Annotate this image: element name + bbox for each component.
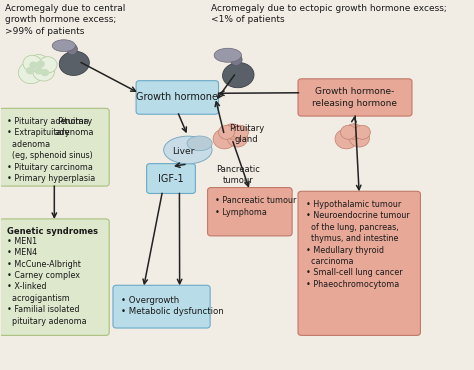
Text: • Overgrowth
• Metabolic dysfunction: • Overgrowth • Metabolic dysfunction [121,296,224,316]
Circle shape [355,125,370,139]
Circle shape [213,129,236,149]
Text: • Pancreatic tumour
• Lymphoma: • Pancreatic tumour • Lymphoma [215,196,297,217]
Circle shape [349,130,370,147]
Circle shape [38,57,57,73]
Text: • MEN1
• MEN4
• McCune-Albright
• Carney complex
• X-linked
  acrogigantism
• Fa: • MEN1 • MEN4 • McCune-Albright • Carney… [7,236,87,326]
Text: IGF-1: IGF-1 [158,174,184,184]
Circle shape [26,67,34,74]
FancyBboxPatch shape [113,285,210,328]
Circle shape [340,125,356,139]
Text: Liver: Liver [173,147,195,156]
Text: Growth hormone: Growth hormone [137,92,219,102]
Text: Acromegaly due to central
growth hormone excess;
>99% of patients: Acromegaly due to central growth hormone… [5,4,125,36]
FancyBboxPatch shape [298,79,412,116]
Text: • Pituitary adenoma
• Extrapituitary
  adenoma
  (eg, sphenoid sinus)
• Pituitar: • Pituitary adenoma • Extrapituitary ade… [7,117,95,183]
Ellipse shape [164,136,212,164]
Text: Acromegaly due to ectopic growth hormone excess;
<1% of patients: Acromegaly due to ectopic growth hormone… [211,4,447,24]
Text: Pituitary
adenoma: Pituitary adenoma [55,117,94,137]
FancyBboxPatch shape [0,108,109,186]
Circle shape [36,60,45,68]
Text: Pituitary
gland: Pituitary gland [229,124,264,144]
Circle shape [28,54,49,72]
Ellipse shape [230,54,242,65]
Circle shape [33,62,55,81]
Ellipse shape [67,44,77,55]
Circle shape [18,61,44,84]
FancyBboxPatch shape [0,219,109,335]
FancyBboxPatch shape [136,81,219,114]
Circle shape [29,61,38,69]
Ellipse shape [52,40,75,51]
Circle shape [219,125,235,139]
Circle shape [41,69,49,76]
Ellipse shape [187,136,212,151]
Circle shape [335,129,358,149]
Ellipse shape [223,63,254,88]
Ellipse shape [214,48,241,62]
Ellipse shape [59,51,89,75]
Text: Pancreatic
tumour: Pancreatic tumour [216,165,260,185]
Text: • Hypothalamic tumour
• Neuroendocrine tumour
  of the lung, pancreas,
  thymus,: • Hypothalamic tumour • Neuroendocrine t… [306,200,410,289]
FancyBboxPatch shape [298,191,420,335]
FancyBboxPatch shape [146,164,195,194]
Circle shape [223,124,241,139]
Circle shape [232,125,248,139]
Text: Genetic syndromes: Genetic syndromes [7,228,98,236]
Text: Growth hormone-
releasing hormone: Growth hormone- releasing hormone [312,87,398,108]
Circle shape [345,124,363,139]
FancyBboxPatch shape [208,188,292,236]
Circle shape [34,67,43,74]
Circle shape [23,55,42,71]
Circle shape [228,130,247,147]
